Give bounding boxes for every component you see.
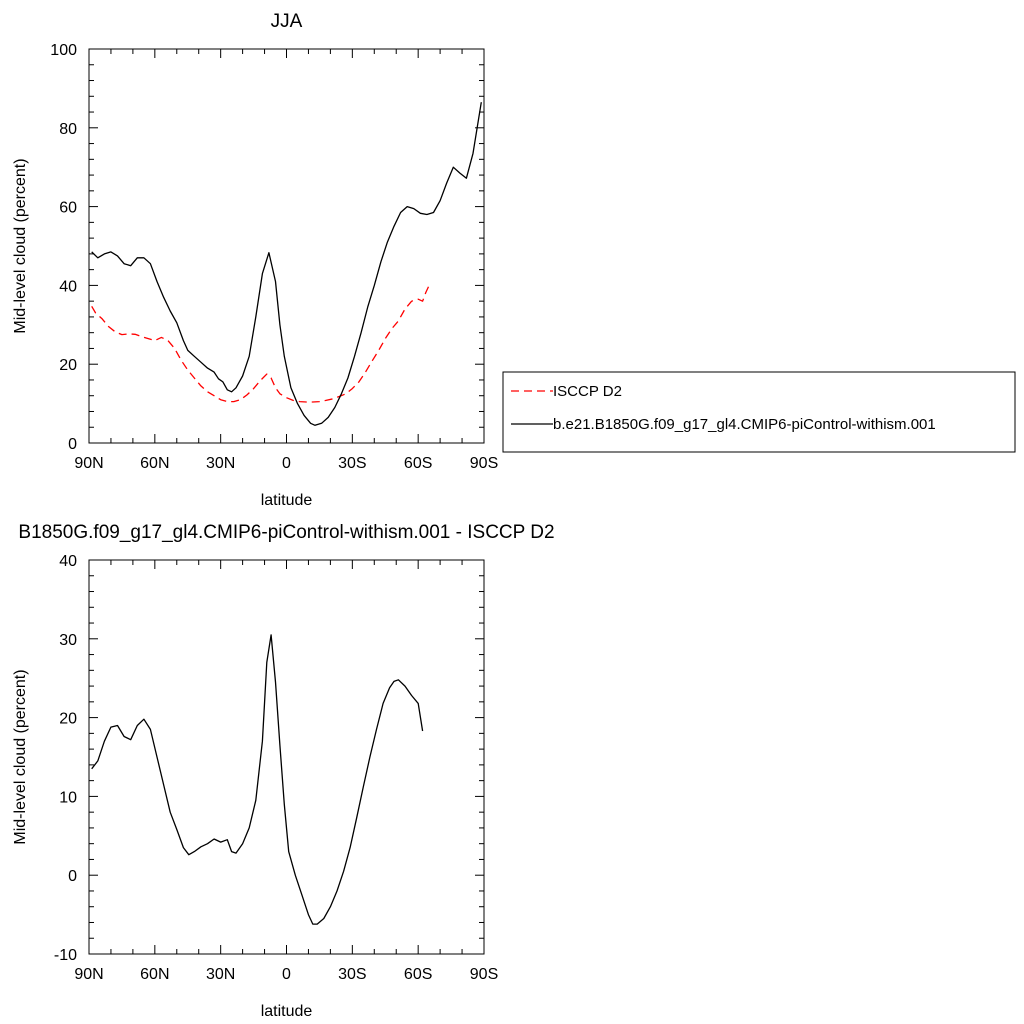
y-axis-title-1: Mid-level cloud (percent) bbox=[12, 158, 29, 333]
x-tick-label: 0 bbox=[282, 966, 291, 983]
y-tick-label: 30 bbox=[59, 632, 77, 649]
x-tick-label: 30S bbox=[338, 455, 366, 472]
y-tick-label: 10 bbox=[59, 789, 77, 806]
y-tick-label: 0 bbox=[68, 868, 77, 885]
legend-label-1: ISCCP D2 bbox=[553, 383, 622, 400]
x-tick-label: 90S bbox=[470, 455, 498, 472]
plot-frame-2 bbox=[88, 559, 485, 955]
x-tick-label: 30S bbox=[338, 966, 366, 983]
legend-label-2: b.e21.B1850G.f09_g17_gl4.CMIP6-piControl… bbox=[553, 416, 936, 433]
x-tick-label: 90S bbox=[470, 966, 498, 983]
x-tick-label: 0 bbox=[282, 455, 291, 472]
x-tick-label: 60S bbox=[404, 966, 432, 983]
series-line-1-2 bbox=[91, 102, 482, 426]
x-axis-title-2: latitude bbox=[261, 1003, 313, 1020]
x-tick-label: 30N bbox=[206, 455, 235, 472]
series-line-2-1 bbox=[91, 634, 424, 925]
legend-box bbox=[502, 371, 1016, 453]
series-line-1-1 bbox=[91, 285, 430, 403]
y-tick-label: 0 bbox=[68, 436, 77, 453]
y-tick-label: -10 bbox=[54, 947, 77, 964]
x-tick-label: 90N bbox=[74, 966, 103, 983]
plot-title-1: JJA bbox=[271, 11, 303, 32]
y-tick-label: 60 bbox=[59, 200, 77, 217]
y-axis-title-2: Mid-level cloud (percent) bbox=[12, 669, 29, 844]
x-tick-label: 60N bbox=[140, 966, 169, 983]
y-tick-label: 100 bbox=[50, 42, 77, 59]
y-tick-label: 20 bbox=[59, 357, 77, 374]
y-tick-label: 40 bbox=[59, 553, 77, 570]
plot-frame-1 bbox=[88, 48, 485, 444]
x-tick-label: 60N bbox=[140, 455, 169, 472]
x-tick-label: 30N bbox=[206, 966, 235, 983]
x-tick-label: 90N bbox=[74, 455, 103, 472]
y-tick-label: 80 bbox=[59, 121, 77, 138]
y-tick-label: 40 bbox=[59, 278, 77, 295]
x-tick-label: 60S bbox=[404, 455, 432, 472]
y-tick-label: 20 bbox=[59, 711, 77, 728]
plot-title-2: B1850G.f09_g17_gl4.CMIP6-piControl-withi… bbox=[18, 522, 554, 543]
x-axis-title-1: latitude bbox=[261, 492, 313, 509]
